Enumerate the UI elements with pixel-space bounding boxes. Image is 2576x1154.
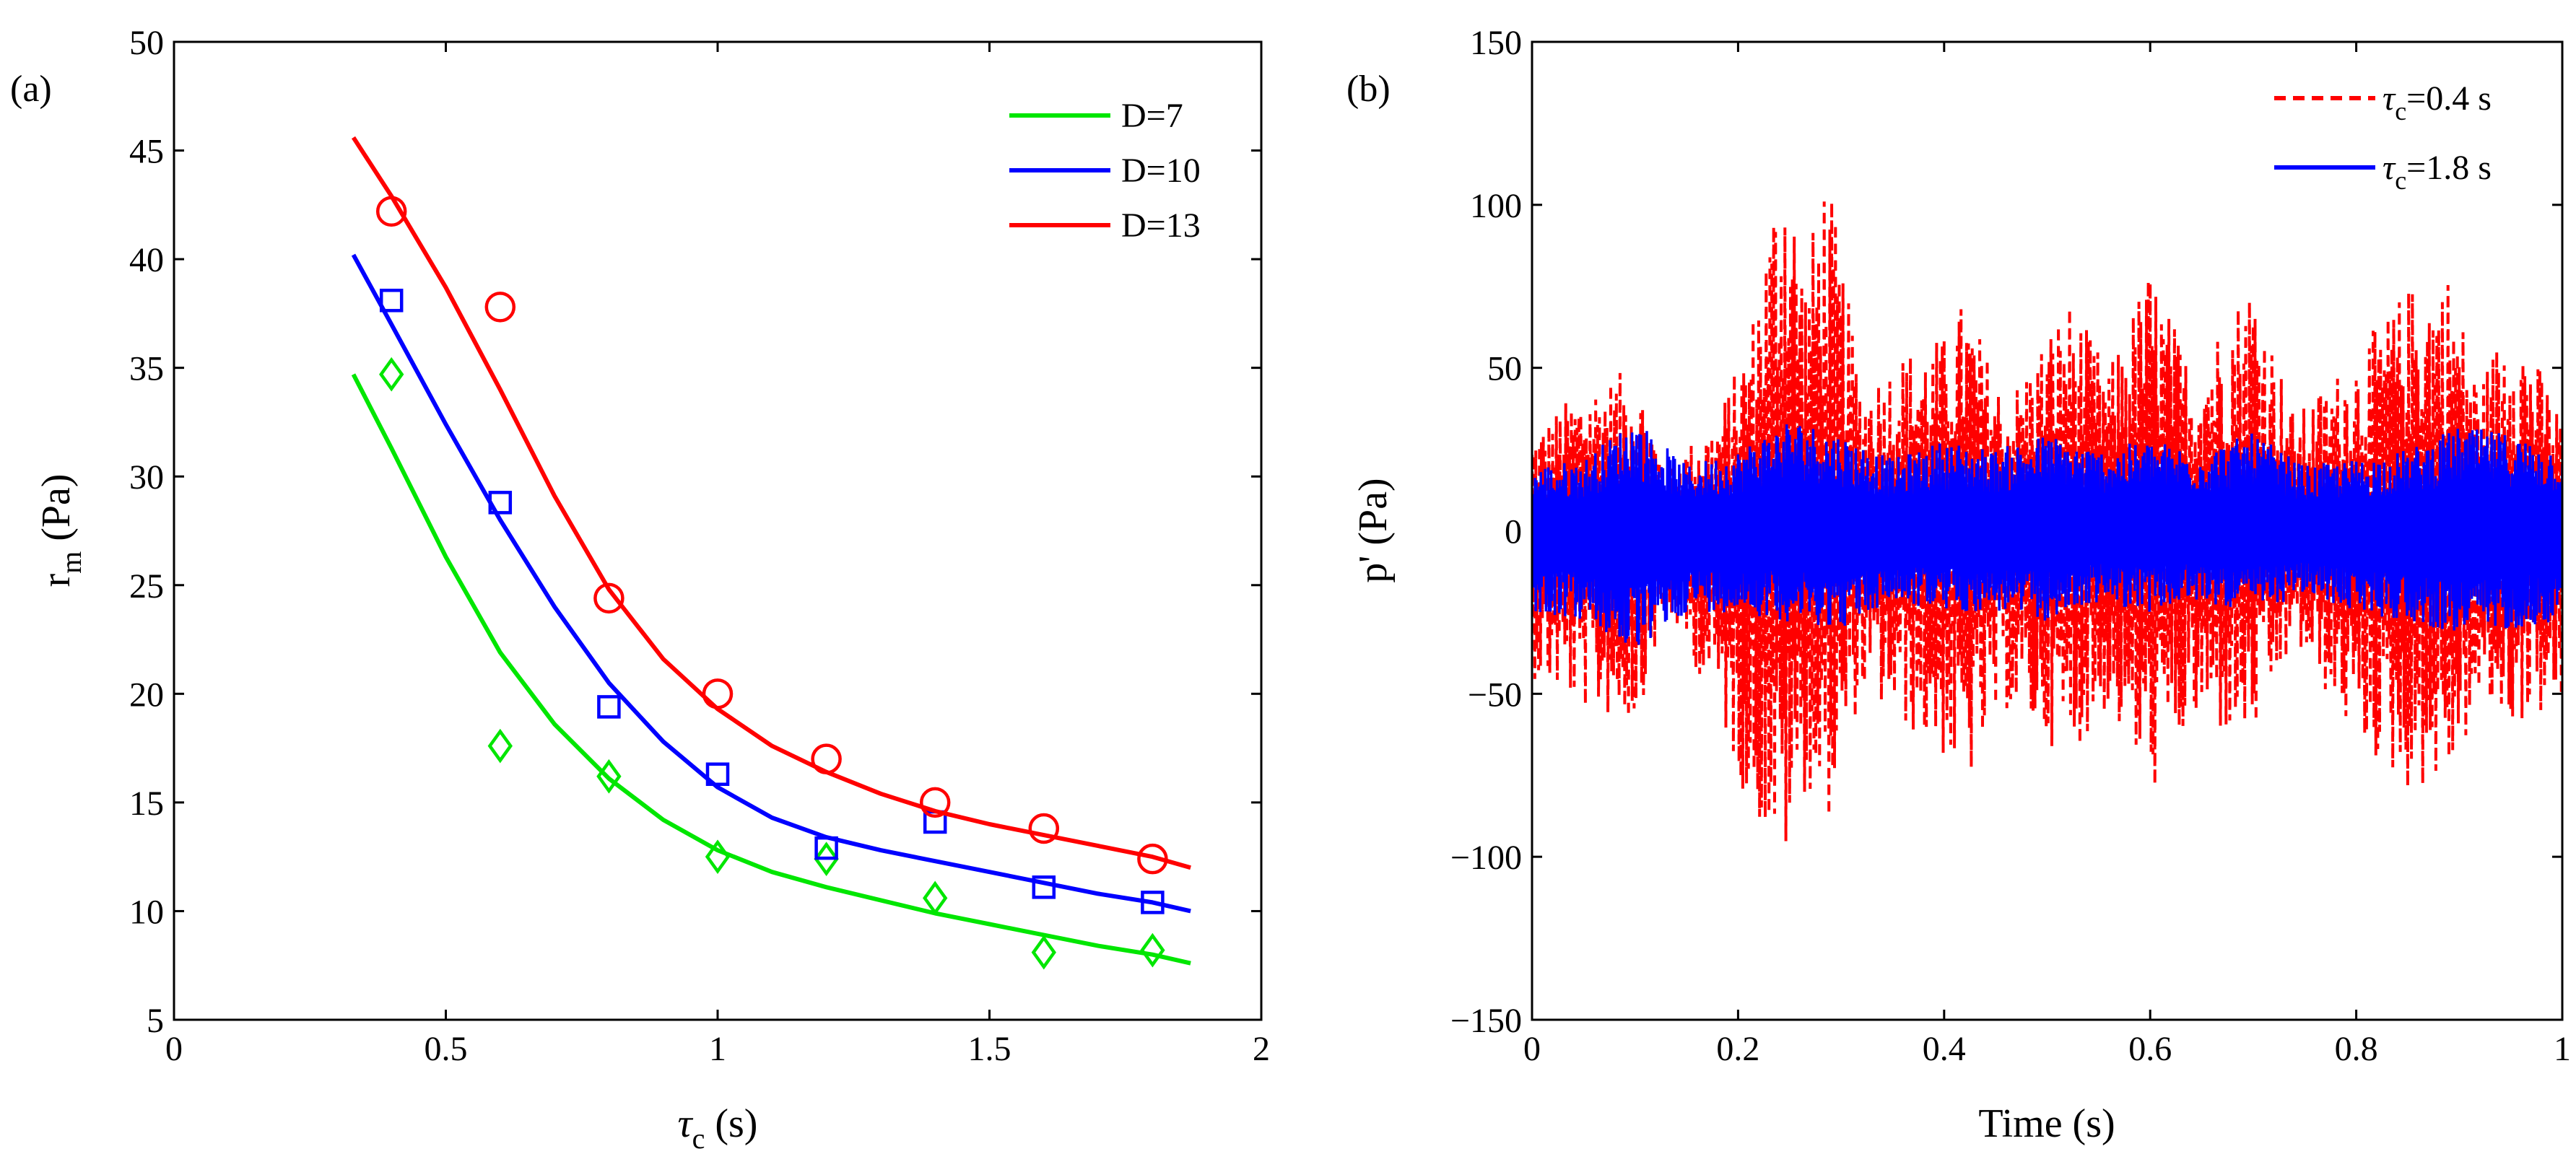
chart-a-ytick-label: 40	[129, 241, 164, 279]
chart-a-xtick-label: 1	[709, 1030, 726, 1068]
chart-a-ylabel-symbol: r	[34, 574, 79, 587]
data-point-d7	[487, 728, 513, 764]
chart-a-frame	[173, 40, 1263, 1021]
signal-line-tau-1.8	[1532, 424, 2562, 645]
data-point-d10	[379, 289, 404, 312]
chart-a-xtick-label: 2	[1253, 1030, 1270, 1068]
chart-b-legend: τc=0.4 sτc=1.8 s	[2274, 79, 2492, 195]
legend-label-symbol: τ	[2383, 79, 2396, 118]
legend-label-tau-0.4: τc=0.4 s	[2383, 79, 2492, 126]
chart-b-plot-area	[1532, 201, 2562, 842]
data-point-d10	[597, 695, 621, 719]
legend-label-rest: =0.4 s	[2406, 79, 2492, 118]
data-point-d13	[1137, 843, 1168, 875]
chart-a-ytick-label: 20	[129, 676, 164, 714]
data-point-d13	[811, 743, 842, 774]
legend-label-rest: =1.8 s	[2406, 149, 2492, 187]
chart-a-xlabel-sub: c	[692, 1122, 705, 1154]
chart-a-xtick-label: 0	[165, 1030, 183, 1068]
chart-b-ytick-label: −150	[1450, 1002, 1522, 1040]
chart-b-ytick-label: −50	[1468, 676, 1522, 714]
data-point-d7	[379, 357, 404, 392]
data-point-d13	[702, 678, 734, 709]
chart-b-ytick-label: 100	[1470, 187, 1522, 225]
data-point-d7	[596, 759, 622, 794]
chart-a-xlabel-unit: (s)	[705, 1101, 757, 1146]
data-point-d10	[705, 762, 730, 786]
chart-b-xtick-label: 0	[1523, 1030, 1541, 1068]
data-point-d7	[1140, 932, 1165, 968]
legend-label-d13: D=13	[1121, 206, 1201, 245]
chart-b-xtick-label: 0.8	[2335, 1030, 2378, 1068]
chart-a-ylabel-sub: m	[55, 551, 87, 574]
legend-label-symbol: τ	[2383, 149, 2396, 187]
fit-line-d7	[351, 373, 1191, 966]
chart-b-ticks: 0 0.2 0.4 0.6 0.8 1 −150 −100 −50 0 50 100 150	[1450, 24, 2571, 1068]
chart-b-ylabel: p' (Pa)	[1351, 478, 1396, 582]
data-point-d10	[814, 836, 838, 860]
chart-a-ytick-label: 45	[129, 133, 164, 171]
legend-label-sub: c	[2395, 97, 2406, 126]
chart-a-ytick-label: 50	[129, 24, 164, 62]
chart-b-ytick-label: −100	[1450, 839, 1522, 877]
data-point-d13	[375, 196, 407, 227]
data-point-d13	[484, 292, 516, 323]
chart-b-xtick-label: 1	[2554, 1030, 2571, 1068]
chart-a-xlabel-symbol: τ	[678, 1101, 694, 1146]
data-point-d10	[1032, 875, 1056, 899]
data-point-d13	[593, 582, 625, 614]
chart-a-ytick-label: 15	[129, 784, 164, 823]
chart-a-plot-area	[351, 136, 1191, 970]
fit-line-d10	[351, 253, 1191, 914]
chart-a-ytick-label: 35	[129, 350, 164, 388]
data-point-d13	[1028, 813, 1060, 844]
chart-a-legend: D=7 D=10 D=13	[1009, 97, 1201, 245]
legend-label-d7: D=7	[1121, 97, 1183, 135]
panel-label-b: (b)	[1346, 69, 1391, 110]
chart-b-xtick-label: 0.6	[2128, 1030, 2172, 1068]
data-point-d10	[488, 491, 513, 515]
data-point-d7	[705, 839, 731, 875]
chart-a-ylabel-unit: (Pa)	[34, 473, 79, 551]
chart-b: (b) 0 0.2 0.4 0.6 0.8 1 −150 −100 −50 0 50 100 150 τ…	[1346, 24, 2571, 1146]
legend-label-sub: c	[2395, 166, 2406, 195]
chart-b-xtick-label: 0.2	[1716, 1030, 1759, 1068]
data-point-d7	[814, 842, 839, 877]
chart-a-ytick-label: 25	[129, 567, 164, 606]
chart-b-xlabel: Time (s)	[1978, 1101, 2115, 1146]
chart-b-ytick-label: 150	[1470, 24, 1522, 62]
legend-label-tau-1.8: τc=1.8 s	[2383, 149, 2492, 195]
chart-b-frame	[1531, 40, 2564, 1021]
data-point-d7	[1031, 935, 1056, 970]
chart-b-ytick-label: 50	[1487, 350, 1522, 388]
chart-b-ytick-label: 0	[1505, 513, 1522, 551]
chart-a-xtick-label: 0.5	[425, 1030, 468, 1068]
fit-line-d13	[351, 136, 1191, 870]
chart-a-ytick-label: 30	[129, 458, 164, 497]
data-point-d10	[1141, 891, 1165, 914]
chart-a-xlabel: τc (s)	[678, 1101, 758, 1154]
chart-b-xtick-label: 0.4	[1923, 1030, 1966, 1068]
data-point-d7	[923, 880, 948, 916]
data-point-d13	[919, 787, 951, 818]
panel-label-a: (a)	[10, 69, 52, 110]
chart-a-ytick-label: 10	[129, 893, 164, 931]
legend-label-d10: D=10	[1121, 152, 1201, 190]
chart-a-ylabel: rm (Pa)	[34, 473, 87, 587]
chart-a-xtick-label: 1.5	[968, 1030, 1011, 1068]
chart-a-ytick-label: 5	[147, 1002, 164, 1040]
